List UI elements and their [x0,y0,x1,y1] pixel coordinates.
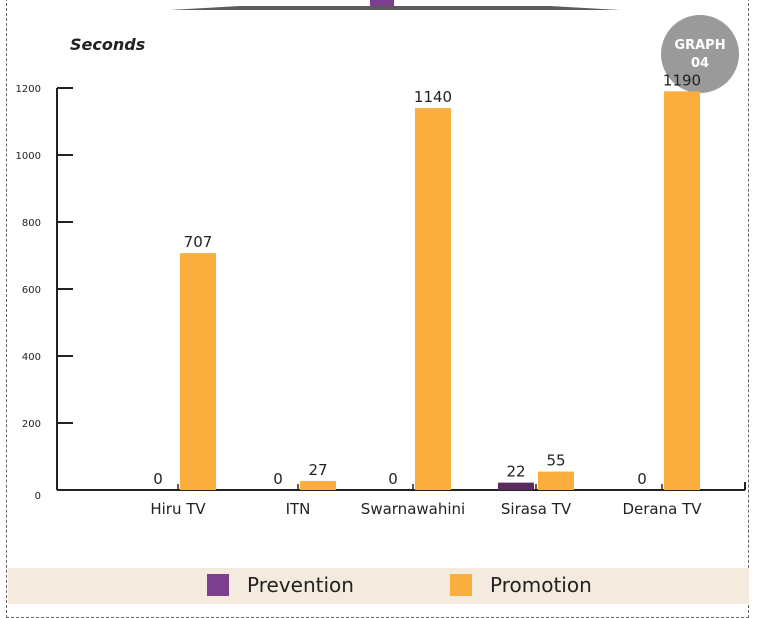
title-banner [170,0,620,10]
y-tick-label: 1000 [16,151,41,162]
y-tick-label: 1200 [16,84,41,95]
legend-label-prevention: Prevention [247,573,354,597]
data-label: 0 [153,470,163,488]
x-tick-label: Derana TV [622,500,702,518]
data-label: 0 [388,470,398,488]
bar-prevention [498,482,534,490]
bar-promotion [538,471,574,490]
y-tick-label: 200 [22,419,41,430]
y-tick-label: 800 [22,218,41,229]
y-tick-label: 400 [22,352,41,363]
legend-swatch-prevention [207,574,229,596]
legend-swatch-promotion [450,574,472,596]
x-tick-label: ITN [286,500,311,518]
badge-line2: 04 [690,56,710,71]
data-label: 707 [184,233,213,251]
x-tick-label: Hiru TV [150,500,206,518]
y-tick-label: 0 [35,491,41,502]
legend-label-promotion: Promotion [490,573,592,597]
bar-promotion [180,253,216,490]
bar-promotion [300,480,336,490]
data-label: 1140 [414,88,452,106]
legend-item-prevention: Prevention [207,572,354,598]
x-tick-label: Swarnawahini [361,500,465,518]
data-label: 22 [506,463,525,481]
bar-promotion [415,108,451,490]
y-tick-label: 600 [22,285,41,296]
legend-item-promotion: Promotion [450,572,592,598]
y-axis-label: Seconds [70,35,146,54]
graph-badge: GRAPH 04 [661,15,739,93]
data-label: 27 [308,461,327,479]
data-label: 0 [273,470,283,488]
badge-line1: GRAPH [674,38,726,53]
bar-promotion [664,91,700,490]
data-label: 0 [637,470,647,488]
x-tick-label: Sirasa TV [501,500,572,518]
legend [8,568,749,604]
data-label: 55 [546,452,565,470]
data-label: 1190 [663,71,701,89]
